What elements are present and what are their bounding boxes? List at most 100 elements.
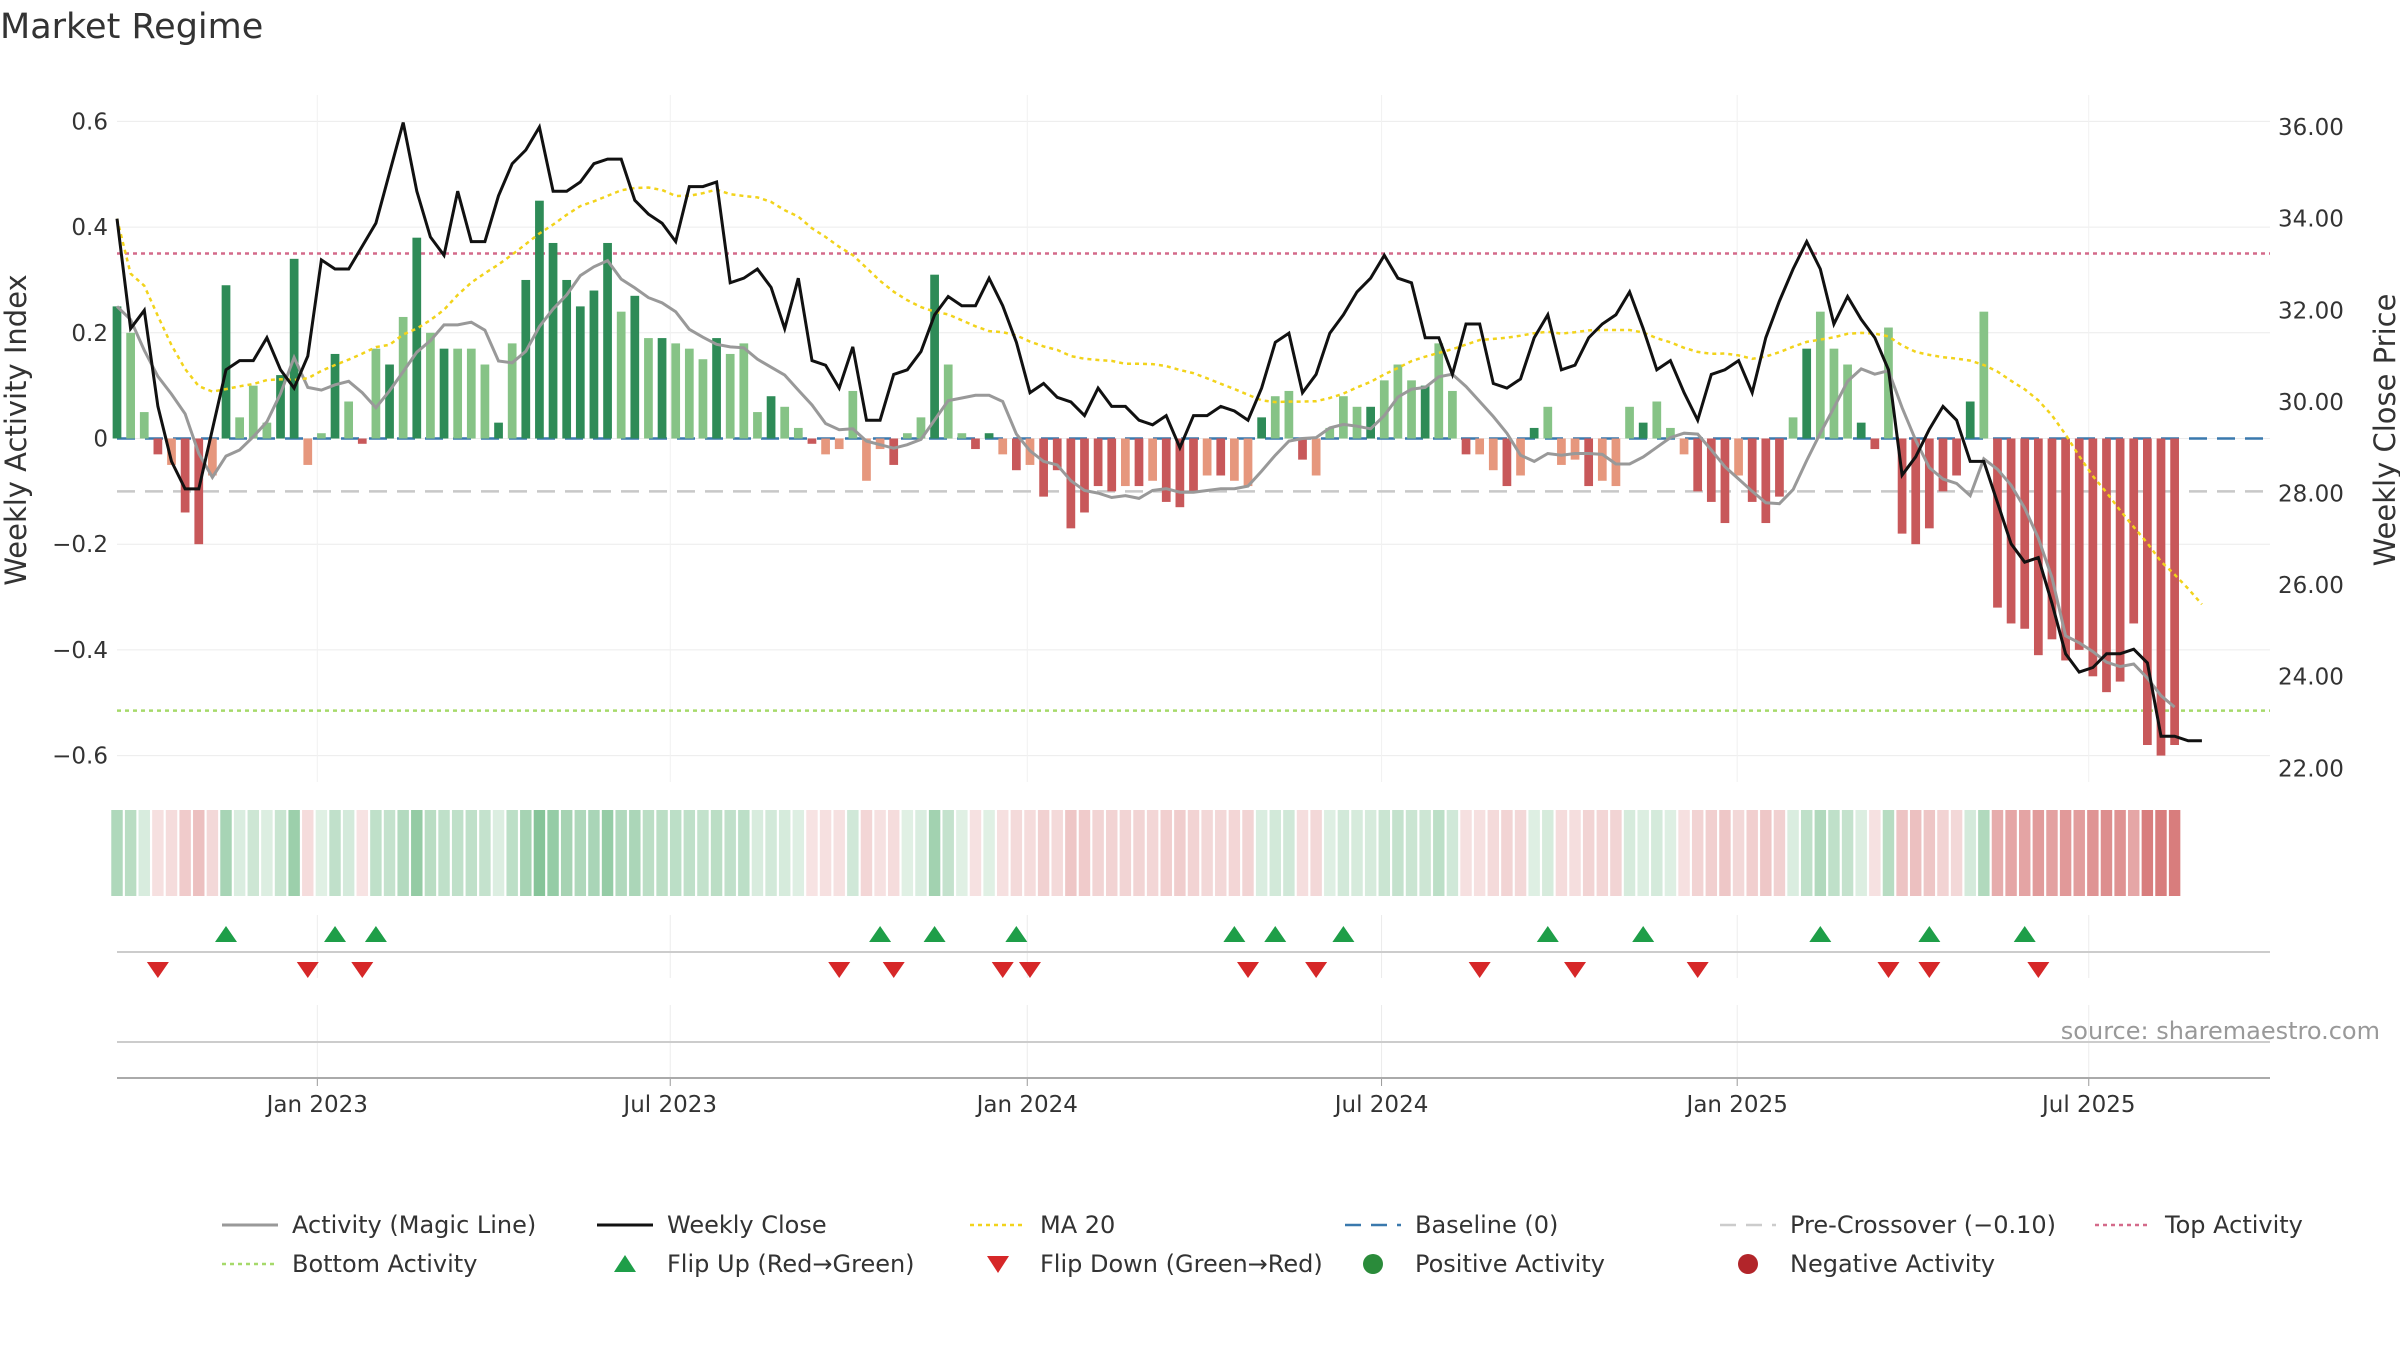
regime-strip-cell (847, 810, 859, 896)
legend: Activity (Magic Line) Weekly Close MA 20 Ba… (222, 1211, 2303, 1278)
activity-bar (1720, 438, 1730, 524)
regime-strip-cell (1773, 810, 1786, 896)
activity-bar (112, 306, 122, 439)
activity-bar (1352, 406, 1362, 439)
regime-strip-cell (124, 810, 137, 896)
regime-strip-cell (983, 810, 995, 896)
legend-swatch (1738, 1254, 1758, 1274)
activity-bar (2088, 438, 2098, 677)
activity-bar (793, 427, 803, 439)
axes: 0.6 0.4 0.2 0 −0.2 −0.4 −0.6 36.00 34.00 32.00 30.… (52, 109, 2344, 1118)
activity-bar (1284, 390, 1294, 439)
regime-strip-cell (533, 810, 546, 896)
regime-strip-cell (1187, 810, 1200, 896)
activity-bar (1488, 438, 1498, 471)
regime-strip-cell (642, 810, 655, 896)
activity-bar (494, 422, 503, 439)
legend-label: Positive Activity (1415, 1250, 1605, 1278)
regime-strip-cell (1501, 810, 1513, 896)
activity-bar (1625, 406, 1634, 439)
right-tick-label: 22.00 (2278, 756, 2344, 782)
legend-item: Negative Activity (1738, 1250, 1995, 1278)
regime-strip-cell (288, 810, 300, 896)
activity-bar (1965, 401, 1975, 439)
regime-strip-cell (2005, 810, 2017, 896)
regime-strip-cell (1664, 810, 1677, 896)
magic-line (115, 258, 2176, 709)
activity-bar (1121, 438, 1130, 487)
activity-bar (2020, 438, 2030, 629)
flip-up-marker (869, 926, 892, 942)
regime-strip-cell (1078, 810, 1091, 896)
regime-strip-cell (615, 810, 627, 896)
right-tick-label: 28.00 (2278, 481, 2344, 507)
activity-bar (1693, 438, 1703, 492)
regime-strip-cell (547, 810, 559, 896)
activity-bar (930, 274, 939, 439)
activity-bar (1775, 438, 1784, 497)
activity-bar (1802, 348, 1812, 439)
flip-up-marker (1332, 926, 1355, 942)
regime-strip-cell (819, 810, 832, 896)
activity-bar (1461, 438, 1471, 455)
regime-strip-cell (233, 810, 246, 896)
legend-label: Activity (Magic Line) (292, 1211, 536, 1239)
activity-bar (398, 316, 408, 439)
activity-bar (426, 332, 435, 439)
regime-strip-cell (1473, 810, 1486, 896)
activity-bar (1570, 438, 1580, 460)
activity-bar (575, 306, 585, 439)
activity-bar (971, 438, 980, 450)
legend-label: Flip Down (Green→Red) (1040, 1250, 1323, 1278)
regime-strip-cell (1909, 810, 1922, 896)
activity-bar (2115, 438, 2125, 682)
x-tick-label: Jul 2025 (2040, 1092, 2136, 1118)
activity-bar (208, 438, 217, 476)
flip-up-marker (1809, 926, 1832, 942)
activity-bar (248, 385, 258, 439)
activity-bar (1788, 417, 1798, 439)
activity-bar (1202, 438, 1212, 476)
flip-down-marker (1564, 962, 1587, 978)
regime-strip-cell (792, 810, 805, 896)
regime-strip-cell (1160, 810, 1172, 896)
regime-strip-cell (397, 810, 409, 896)
regime-strip-cell (887, 810, 900, 896)
regime-strip-cell (2128, 810, 2140, 896)
activity-bar (644, 338, 653, 439)
regime-strip-cell (1582, 810, 1595, 896)
regime-strip-cell (806, 810, 818, 896)
left-tick-label: 0.4 (71, 215, 108, 241)
regime-strip-cell (778, 810, 791, 896)
flip-down-marker (1877, 962, 1900, 978)
activity-bar (1924, 438, 1934, 529)
regime-strip-cell (111, 810, 123, 896)
activity-bar (167, 438, 176, 465)
legend-label: Flip Up (Red→Green) (667, 1250, 915, 1278)
activity-bar (1938, 438, 1948, 492)
regime-strip-cell (302, 810, 314, 896)
regime-strip-cell (1719, 810, 1731, 896)
x-tick-label: Jan 2025 (1685, 1092, 1788, 1118)
legend-swatch (1363, 1254, 1383, 1274)
activity-bar (1339, 396, 1348, 439)
activity-bar (317, 433, 326, 439)
activity-bar (1243, 438, 1253, 487)
activity-bar (698, 359, 708, 439)
activity-bar (453, 348, 463, 439)
regime-strip-cell (1283, 810, 1295, 896)
regime-strip-cell (383, 810, 396, 896)
activity-bar (1747, 438, 1757, 502)
activity-bar (480, 364, 490, 439)
regime-strip-cell (2087, 810, 2099, 896)
regime-strip-cell (220, 810, 232, 896)
regime-strip-cell (669, 810, 682, 896)
activity-bar (1856, 422, 1866, 439)
regime-strip-cell (1446, 810, 1459, 896)
regime-strip-cell (179, 810, 191, 896)
regime-strip-cell (1991, 810, 2004, 896)
activity-bar (848, 390, 858, 439)
source-label: source: sharemaestro.com (2061, 1017, 2380, 1045)
activity-bar (344, 401, 354, 439)
regime-strip-cell (560, 810, 573, 896)
